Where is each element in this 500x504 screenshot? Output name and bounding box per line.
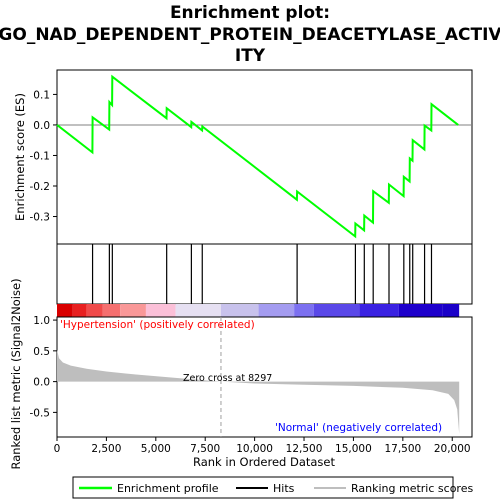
es-panel-frame (56, 69, 473, 245)
legend-metric-label: Ranking metric scores (351, 482, 473, 495)
es-y-tick-label: 0.0 (33, 120, 50, 132)
color-bar-segment (86, 304, 103, 317)
enrichment-profile-line (56, 74, 459, 239)
title-line-1: Enrichment plot: (170, 3, 330, 23)
color-bar-segment (220, 304, 259, 317)
es-y-tick-label: -0.2 (30, 181, 51, 193)
positive-correlation-label: 'Hypertension' (positively correlated) (60, 319, 255, 331)
x-tick-label: 10,000 (236, 443, 273, 455)
x-tick-label: 0 (54, 443, 61, 455)
metric-y-axis: 1.0 0.5 0.0 -0.5 (30, 315, 57, 419)
ranking-color-bar (57, 304, 460, 317)
metric-y-tick-label: 1.0 (33, 315, 50, 327)
es-y-axis: 0.1 0.0 -0.1 -0.2 -0.3 (30, 89, 57, 224)
x-tick-label: 20,000 (434, 443, 471, 455)
metric-y-tick-label: -0.5 (30, 407, 51, 419)
color-bar-segment (175, 304, 221, 317)
title-line-3: ITY (235, 46, 266, 66)
color-bar-segment (359, 304, 399, 317)
metric-y-tick-label: 0.5 (33, 346, 50, 358)
x-axis: 0 2,500 5,000 7,500 10,000 12,500 15,000 17,500… (54, 437, 471, 455)
negative-correlation-label: 'Normal' (negatively correlated) (275, 422, 442, 434)
x-tick-label: 5,000 (141, 443, 171, 455)
x-tick-label: 2,500 (91, 443, 121, 455)
title-line-2: GO_NAD_DEPENDENT_PROTEIN_DEACETYLASE_ACT… (0, 25, 500, 45)
es-y-tick-label: 0.1 (33, 89, 50, 101)
metric-y-tick-label: 0.0 (33, 377, 50, 389)
metric-y-axis-label: Ranked list metric (Signal2Noise) (9, 278, 23, 469)
color-bar-segment (398, 304, 443, 317)
hit-markers (91, 244, 433, 304)
legend-enrichment-label: Enrichment profile (117, 482, 219, 495)
x-axis-label: Rank in Ordered Dataset (193, 455, 336, 469)
color-bar-segment (313, 304, 360, 317)
x-tick-label: 15,000 (335, 443, 372, 455)
zero-cross-label: Zero cross at 8297 (183, 373, 272, 384)
legend-hits-label: Hits (273, 482, 295, 495)
color-bar-segment (145, 304, 176, 317)
color-bar-segment (120, 304, 146, 317)
color-bar-segment (102, 304, 121, 317)
x-tick-label: 17,500 (384, 443, 421, 455)
es-y-axis-label: Enrichment score (ES) (13, 93, 27, 221)
es-y-tick-label: -0.1 (30, 150, 51, 162)
color-bar-segment (442, 304, 460, 317)
x-tick-label: 7,500 (190, 443, 220, 455)
es-y-tick-label: -0.3 (30, 212, 51, 224)
color-bar-segment (57, 304, 73, 317)
color-bar-segment (258, 304, 295, 317)
x-tick-label: 12,500 (286, 443, 323, 455)
color-bar-segment (72, 304, 87, 317)
color-bar-segment (294, 304, 314, 317)
